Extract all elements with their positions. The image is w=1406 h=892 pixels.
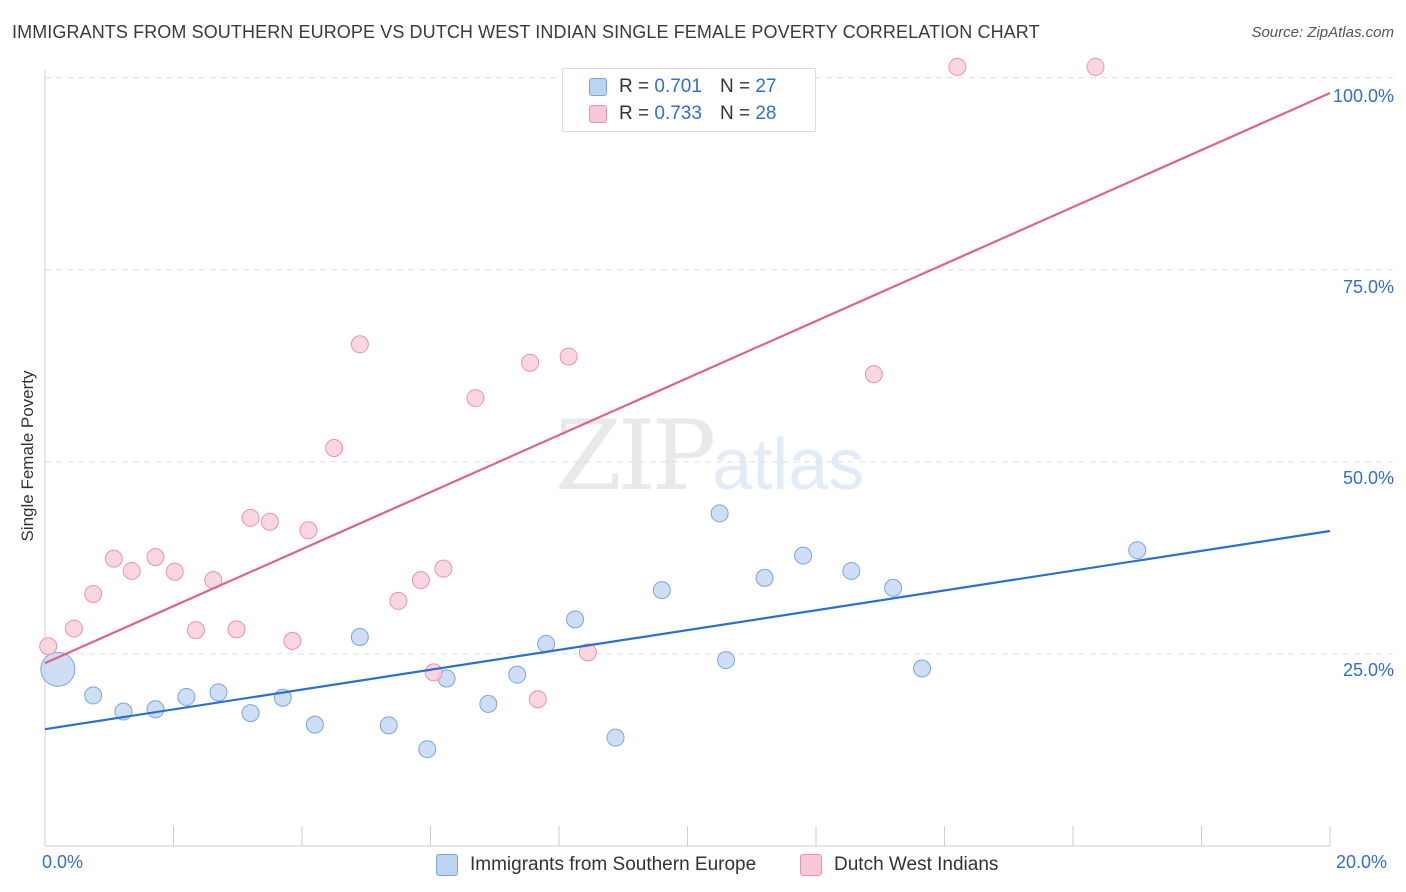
legend-label: Immigrants from Southern Europe [470,854,757,875]
pink-point [466,389,485,408]
y-axis-label: Single Female Poverty [18,370,37,542]
pink-point [39,637,58,656]
blue-point [305,715,324,734]
pink-point [424,663,443,682]
pink-point [260,512,279,531]
pink-point [227,620,246,639]
r-label: R = [619,76,650,97]
pink-point [350,335,369,354]
correlation-legend: R = 0.701 N = 27 R = 0.733 N = 28 [562,68,816,132]
blue-point [717,651,736,670]
n-value: 27 [755,76,777,97]
pink-point [122,561,141,580]
pink-point [1086,57,1105,76]
pink-point [64,619,83,638]
blue-point [710,504,729,523]
blue-point [566,610,585,629]
pink-point [389,591,408,610]
x-tick-label: 0.0% [42,852,84,872]
trend-line-blue [44,529,1331,731]
pink-point [578,643,597,662]
pink-point [146,548,165,567]
blue-point [508,665,527,684]
blue-point [84,686,103,705]
pink-point [104,549,123,568]
r-value: 0.733 [654,103,702,124]
legend-row-blue: R = 0.701 N = 27 [589,74,776,100]
pink-point [521,353,540,372]
blue-point [842,561,861,580]
pink-point [864,365,883,384]
blue-point [418,740,437,759]
n-label: N = [719,103,751,124]
trend-line-pink [44,92,1331,665]
pink-point [165,562,184,581]
legend-swatch-blue [589,78,607,96]
r-label: R = [619,103,650,124]
blue-point [913,659,932,678]
y-tick-label: 100.0% [1332,86,1394,106]
legend-swatch-pink [589,105,607,123]
legend-row-pink: R = 0.733 N = 28 [589,101,776,127]
legend-label: Dutch West Indians [834,854,999,875]
r-value: 0.701 [654,76,702,97]
blue-point [606,728,625,747]
blue-point [1128,541,1147,560]
n-value: 28 [755,103,777,124]
pink-point [283,631,302,650]
blue-point [755,568,774,587]
legend-swatch-blue [436,854,458,876]
blue-point [884,578,903,597]
y-tick-label: 50.0% [1342,468,1394,488]
pink-point [84,584,103,603]
y-tick-label: 75.0% [1342,277,1394,297]
blue-point [177,687,196,706]
pink-point [559,347,578,366]
pink-point [948,57,967,76]
pink-point [434,559,453,578]
blue-point [379,716,398,735]
chart-title: IMMIGRANTS FROM SOUTHERN EUROPE VS DUTCH… [12,22,1040,42]
blue-point [479,694,498,713]
pink-point [411,571,430,590]
pink-point [325,439,344,458]
legend-swatch-pink [800,854,822,876]
blue-point [209,683,228,702]
blue-point [350,628,369,647]
legend-item-southern-europe[interactable]: Immigrants from Southern Europe [436,852,756,878]
pink-point [186,621,205,640]
x-tick-label: 20.0% [1336,852,1388,872]
pink-point [299,521,318,540]
n-label: N = [719,76,751,97]
blue-point [652,581,671,600]
legend-item-dutch-west-indians[interactable]: Dutch West Indians [800,852,998,878]
blue-point [241,704,260,723]
pink-point [241,508,260,527]
blue-point [146,700,165,719]
pink-point [528,690,547,709]
y-tick-label: 25.0% [1342,660,1394,680]
source-label[interactable]: Source: ZipAtlas.com [1251,24,1394,41]
blue-point [794,546,813,565]
